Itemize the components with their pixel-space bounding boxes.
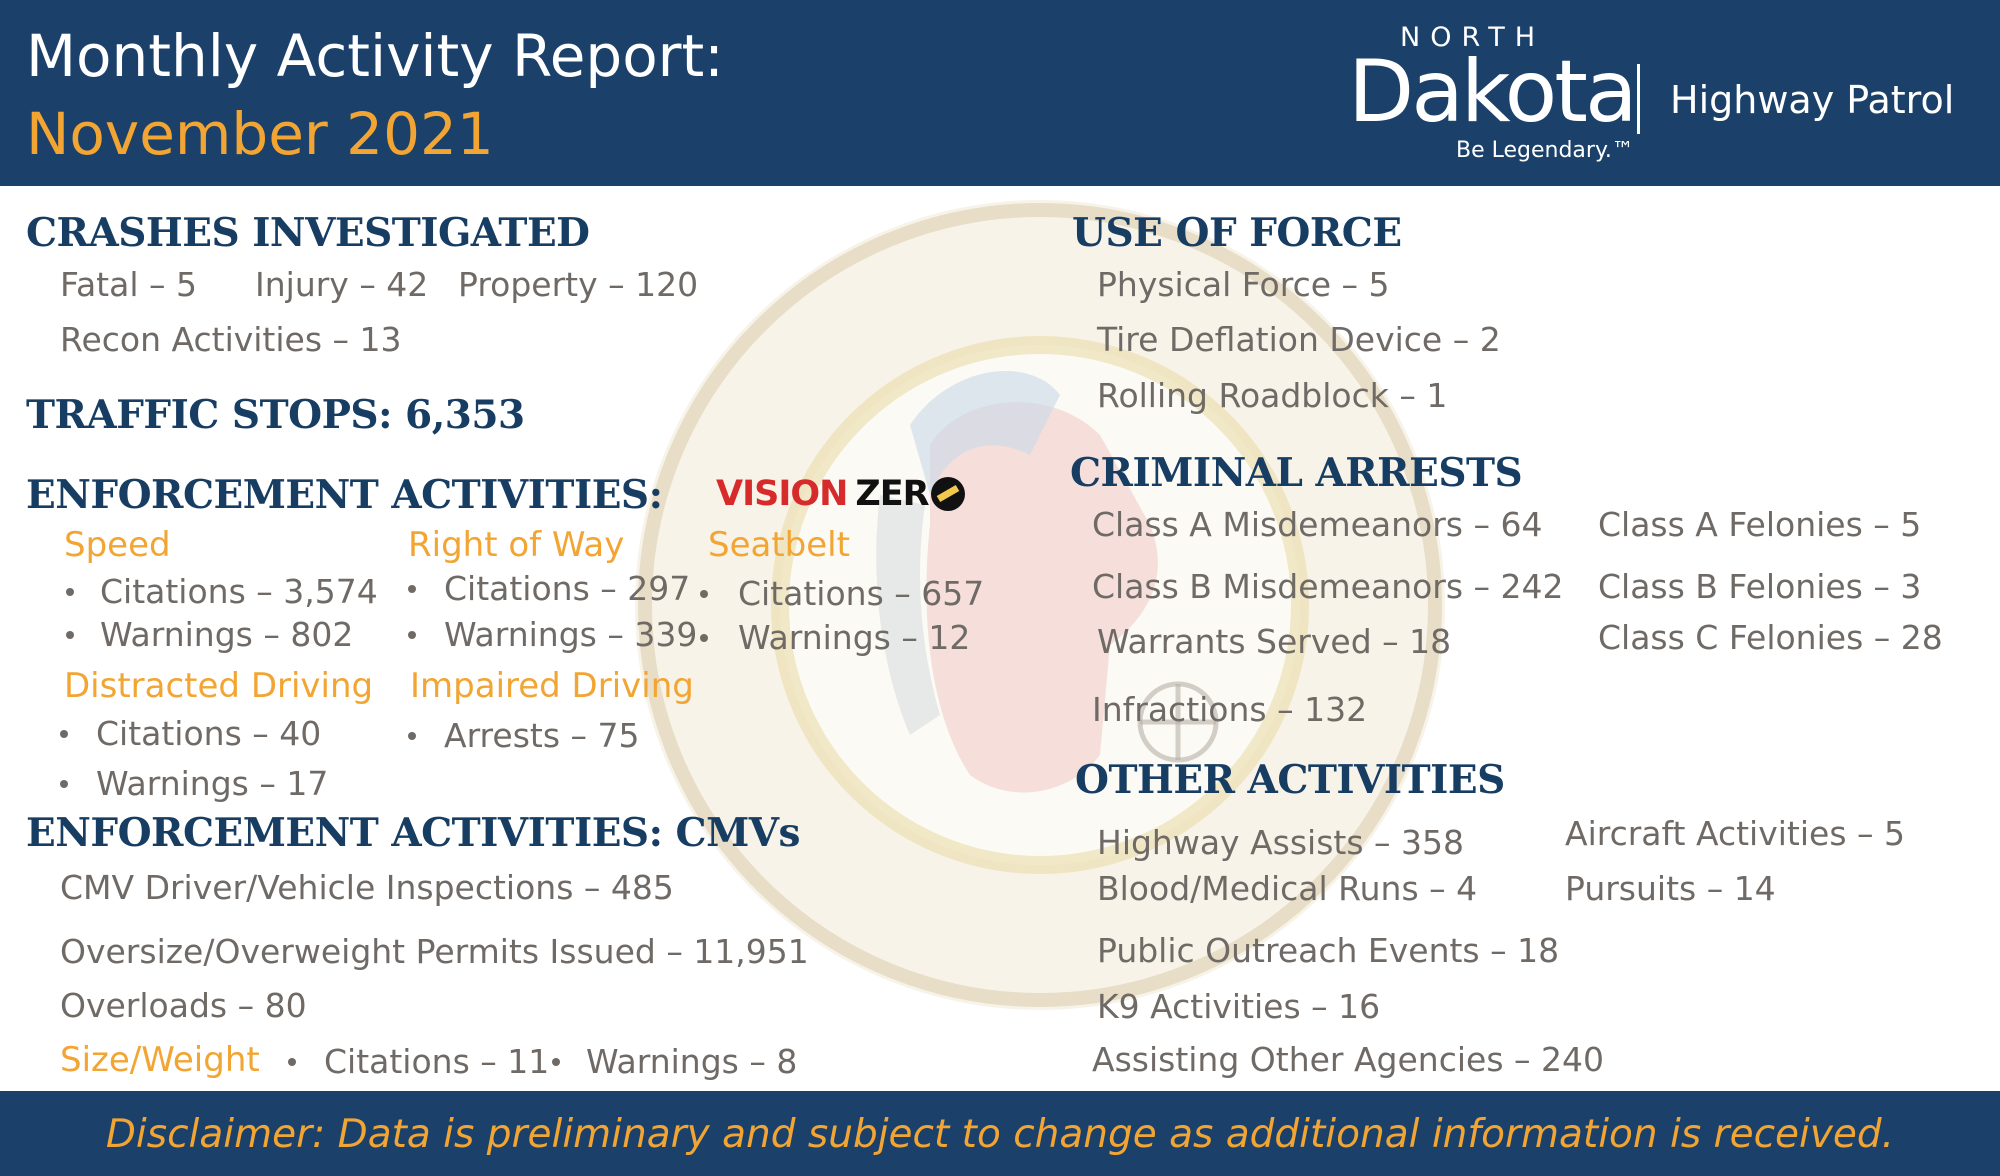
crashes-fatal: Fatal – 5 bbox=[60, 265, 197, 304]
size-weight-label: Size/Weight bbox=[60, 1040, 260, 1080]
use-of-force-rolling-roadblock: Rolling Roadblock – 1 bbox=[1097, 376, 1448, 415]
right-of-way-label: Right of Way bbox=[408, 525, 625, 565]
cmv-heading: ENFORCEMENT ACTIVITIES: CMVs bbox=[26, 810, 800, 856]
cmv-overloads: Overloads – 80 bbox=[60, 986, 307, 1025]
bullet-icon bbox=[700, 590, 708, 598]
other-activities-heading: OTHER ACTIVITIES bbox=[1075, 757, 1505, 803]
distracted-label: Distracted Driving bbox=[64, 666, 374, 706]
bullet-icon bbox=[408, 585, 416, 593]
speed-label: Speed bbox=[64, 525, 171, 565]
class-b-felonies: Class B Felonies – 3 bbox=[1598, 567, 1922, 606]
enforcement-heading: ENFORCEMENT ACTIVITIES: bbox=[26, 472, 663, 518]
class-a-misdemeanors: Class A Misdemeanors – 64 bbox=[1092, 505, 1543, 544]
logo-division: Highway Patrol bbox=[1670, 78, 1955, 122]
class-a-felonies: Class A Felonies – 5 bbox=[1598, 505, 1922, 544]
crashes-recon: Recon Activities – 13 bbox=[60, 320, 402, 359]
bullet-icon bbox=[66, 631, 74, 639]
vision-zero-logo-part1: VISION bbox=[716, 474, 848, 514]
cmv-inspections: CMV Driver/Vehicle Inspections – 485 bbox=[60, 868, 674, 907]
bullet-icon bbox=[408, 631, 416, 639]
warrants-served: Warrants Served – 18 bbox=[1097, 622, 1452, 661]
seatbelt-label: Seatbelt bbox=[708, 525, 850, 565]
logo-north-text: NORTH bbox=[1400, 22, 1546, 53]
right-of-way-citations: Citations – 297 bbox=[444, 569, 691, 608]
criminal-arrests-heading: CRIMINAL ARRESTS bbox=[1070, 450, 1523, 496]
logo-tagline: Be Legendary.™ bbox=[1456, 138, 1634, 163]
aircraft-activities: Aircraft Activities – 5 bbox=[1565, 814, 1906, 853]
impaired-arrests: Arrests – 75 bbox=[444, 716, 640, 755]
use-of-force-heading: USE OF FORCE bbox=[1072, 210, 1402, 256]
bullet-icon bbox=[700, 634, 708, 642]
seatbelt-warnings: Warnings – 12 bbox=[738, 618, 971, 657]
assisting-other-agencies: Assisting Other Agencies – 240 bbox=[1092, 1040, 1604, 1079]
distracted-citations: Citations – 40 bbox=[96, 714, 322, 753]
seatbelt-citations: Citations – 657 bbox=[738, 574, 985, 613]
header-banner bbox=[0, 0, 2000, 186]
k9-activities: K9 Activities – 16 bbox=[1097, 987, 1381, 1026]
vision-zero-logo-part2: ZER bbox=[855, 474, 929, 514]
bullet-icon bbox=[408, 732, 416, 740]
use-of-force-physical: Physical Force – 5 bbox=[1097, 265, 1390, 304]
distracted-warnings: Warnings – 17 bbox=[96, 764, 329, 803]
size-weight-warnings: Warnings – 8 bbox=[586, 1042, 798, 1081]
logo-divider bbox=[1637, 64, 1640, 134]
bullet-icon bbox=[288, 1058, 296, 1066]
bullet-icon bbox=[60, 780, 68, 788]
crashes-property: Property – 120 bbox=[458, 265, 699, 304]
use-of-force-tire-deflation: Tire Deflation Device – 2 bbox=[1097, 320, 1501, 359]
speed-citations: Citations – 3,574 bbox=[100, 572, 378, 611]
footer-banner bbox=[0, 1091, 2000, 1176]
crashes-heading: CRASHES INVESTIGATED bbox=[26, 210, 590, 256]
right-of-way-warnings: Warnings – 339 bbox=[444, 615, 698, 654]
vision-zero-o-icon bbox=[930, 477, 965, 511]
infractions: Infractions – 132 bbox=[1092, 690, 1368, 729]
bullet-icon bbox=[552, 1058, 560, 1066]
highway-assists: Highway Assists – 358 bbox=[1097, 823, 1464, 862]
class-b-misdemeanors: Class B Misdemeanors – 242 bbox=[1092, 567, 1564, 606]
report-title: Monthly Activity Report: bbox=[26, 22, 724, 90]
class-c-felonies: Class C Felonies – 28 bbox=[1598, 618, 1943, 657]
bullet-icon bbox=[60, 730, 68, 738]
state-patrol-seal-watermark bbox=[635, 200, 1445, 1010]
bullet-icon bbox=[66, 588, 74, 596]
cmv-permits: Oversize/Overweight Permits Issued – 11,… bbox=[60, 932, 809, 971]
pursuits: Pursuits – 14 bbox=[1565, 869, 1776, 908]
disclaimer-text: Disclaimer: Data is preliminary and subj… bbox=[105, 1112, 1895, 1157]
logo-dakota-text: Dakota bbox=[1348, 42, 1638, 142]
speed-warnings: Warnings – 802 bbox=[100, 615, 354, 654]
size-weight-citations: Citations – 11 bbox=[324, 1042, 550, 1081]
public-outreach-events: Public Outreach Events – 18 bbox=[1097, 931, 1560, 970]
blood-medical-runs: Blood/Medical Runs – 4 bbox=[1097, 869, 1478, 908]
report-month: November 2021 bbox=[26, 100, 494, 168]
vision-zero-logo: VISION ZER bbox=[716, 472, 965, 516]
impaired-label: Impaired Driving bbox=[410, 666, 694, 706]
traffic-stops-heading: TRAFFIC STOPS: 6,353 bbox=[26, 392, 525, 438]
crashes-injury: Injury – 42 bbox=[255, 265, 429, 304]
